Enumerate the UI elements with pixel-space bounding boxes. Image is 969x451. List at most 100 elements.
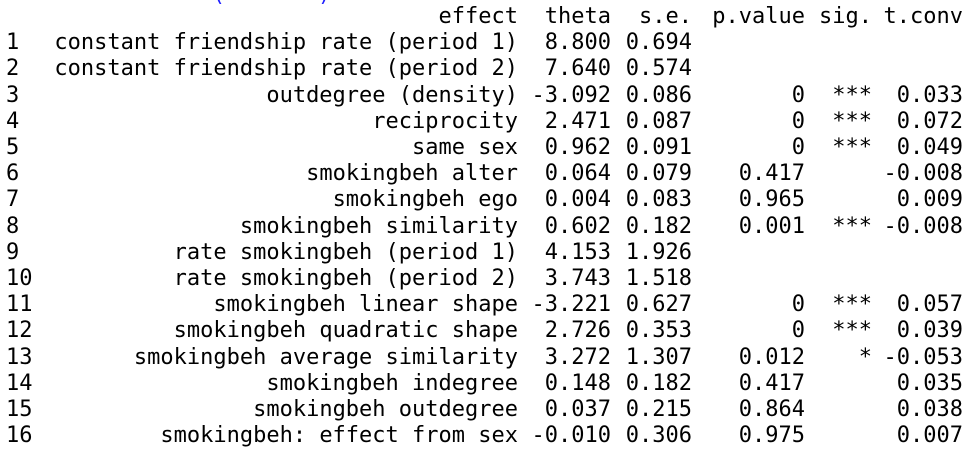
effect-cell: smokingbeh quadratic shape (173, 318, 518, 344)
column-header-theta: theta (544, 4, 611, 30)
theta-cell: 0.037 (544, 396, 611, 422)
table-row: 2 constant friendship rate (period 2) 7.64… (0, 56, 963, 82)
effect-cell: outdegree (density) (266, 82, 518, 108)
t-conv-cell (872, 266, 963, 292)
p-value-cell: 0.417 (738, 370, 805, 396)
t-conv-cell: 0.049 (896, 135, 963, 161)
theta-cell: 0.004 (544, 187, 611, 213)
table-row: 13 smokingbeh average similarity 3.272 1.30… (0, 344, 963, 370)
column-header-sig: sig. (819, 4, 872, 30)
t-conv-cell: 0.009 (896, 187, 963, 213)
sig-cell: *** (832, 82, 872, 108)
row-index: 3 (6, 82, 20, 108)
theta-cell: -3.092 (531, 82, 611, 108)
table-body: 1 constant friendship rate (period 1) 8.80… (0, 30, 963, 449)
p-value-cell: 0.864 (738, 396, 805, 422)
theta-cell: 3.272 (544, 344, 611, 370)
theta-cell: 0.602 (544, 213, 611, 239)
p-value-cell: 0.965 (738, 187, 805, 213)
t-conv-cell: 0.039 (896, 318, 963, 344)
sig-cell: * (858, 344, 872, 370)
p-value-cell (692, 30, 805, 56)
t-conv-cell: 0.072 (896, 108, 963, 134)
table-row: 12 smokingbeh quadratic shape 2.726 0.353 0 *… (0, 318, 963, 344)
column-header-t-conv: t.conv (883, 4, 963, 30)
se-cell: 0.182 (625, 213, 692, 239)
effect-cell: smokingbeh average similarity (133, 344, 518, 370)
column-header-p-value: p.value (712, 4, 805, 30)
results-table: effect theta s.e. p.value sig. t.conv 1 c… (0, 4, 963, 449)
effect-cell: smokingbeh similarity (239, 213, 518, 239)
row-index: 7 (6, 187, 20, 213)
table-row: 16 smokingbeh: effect from sex -0.010 0.306… (0, 423, 963, 449)
se-cell: 0.086 (625, 82, 692, 108)
table-row: 4 reciprocity 2.471 0.087 0 *** 0.072 (0, 109, 963, 135)
table-row: 7 smokingbeh ego 0.004 0.083 0.965 0.009 (0, 187, 963, 213)
row-index: 13 (6, 344, 33, 370)
theta-cell: 4.153 (544, 239, 611, 265)
p-value-cell (692, 266, 805, 292)
table-header-row: effect theta s.e. p.value sig. t.conv (0, 4, 963, 30)
sig-cell: *** (832, 108, 872, 134)
se-cell: 1.518 (625, 265, 692, 291)
t-conv-cell: 0.057 (896, 292, 963, 318)
sig-cell (805, 187, 872, 213)
effect-cell: smokingbeh: effect from sex (160, 423, 518, 449)
sig-cell (805, 30, 872, 56)
table-row: 14 smokingbeh indegree 0.148 0.182 0.417 0.03… (0, 371, 963, 397)
p-value-cell: 0.001 (738, 213, 805, 239)
p-value-cell: 0 (791, 135, 805, 161)
sig-cell (805, 397, 872, 423)
p-value-cell (692, 240, 805, 266)
p-value-cell: 0 (791, 108, 805, 134)
row-index: 15 (6, 396, 33, 422)
theta-cell: -3.221 (531, 292, 611, 318)
p-value-cell: 0.975 (738, 423, 805, 449)
sig-cell (805, 240, 872, 266)
effect-cell: same sex (412, 135, 518, 161)
t-conv-cell (872, 240, 963, 266)
se-cell: 0.182 (625, 370, 692, 396)
table-row: 9 rate smokingbeh (period 1) 4.153 1.926 (0, 240, 963, 266)
table-row: 3 outdegree (density) -3.092 0.086 0 *** 0.033 (0, 83, 963, 109)
sig-cell: *** (832, 292, 872, 318)
p-value-cell (692, 56, 805, 82)
previous-output-line: ( ) (0, 0, 331, 7)
row-index: 9 (6, 239, 20, 265)
table-row: 10 rate smokingbeh (period 2) 3.743 1.518 (0, 266, 963, 292)
effect-cell: smokingbeh alter (306, 161, 518, 187)
p-value-cell: 0 (791, 318, 805, 344)
t-conv-cell (872, 56, 963, 82)
effect-cell: reciprocity (372, 108, 518, 134)
p-value-cell: 0.012 (738, 344, 805, 370)
t-conv-cell: 0.033 (896, 82, 963, 108)
t-conv-cell: 0.007 (896, 423, 963, 449)
se-cell: 1.307 (625, 344, 692, 370)
row-index: 6 (6, 161, 20, 187)
sig-cell (805, 423, 872, 449)
se-cell: 1.926 (625, 239, 692, 265)
se-cell: 0.215 (625, 396, 692, 422)
row-index: 11 (6, 292, 33, 318)
t-conv-cell: -0.008 (883, 161, 963, 187)
column-header-se: s.e. (639, 4, 692, 30)
sig-cell (805, 161, 872, 187)
row-index-header (0, 4, 46, 30)
sig-cell: *** (832, 213, 872, 239)
row-index: 16 (6, 423, 33, 449)
row-index: 4 (6, 108, 20, 134)
theta-cell: 0.148 (544, 370, 611, 396)
p-value-cell: 0 (791, 292, 805, 318)
theta-cell: 7.640 (544, 56, 611, 82)
row-index: 8 (6, 213, 20, 239)
row-index: 5 (6, 135, 20, 161)
theta-cell: 0.064 (544, 161, 611, 187)
table-row: 5 same sex 0.962 0.091 0 *** 0.049 (0, 135, 963, 161)
row-index: 12 (6, 318, 33, 344)
table-row: 15 smokingbeh outdegree 0.037 0.215 0.864 0.0… (0, 397, 963, 423)
effect-cell: smokingbeh indegree (266, 370, 518, 396)
theta-cell: 0.962 (544, 135, 611, 161)
effect-cell: smokingbeh linear shape (213, 292, 518, 318)
t-conv-cell: 0.035 (896, 370, 963, 396)
